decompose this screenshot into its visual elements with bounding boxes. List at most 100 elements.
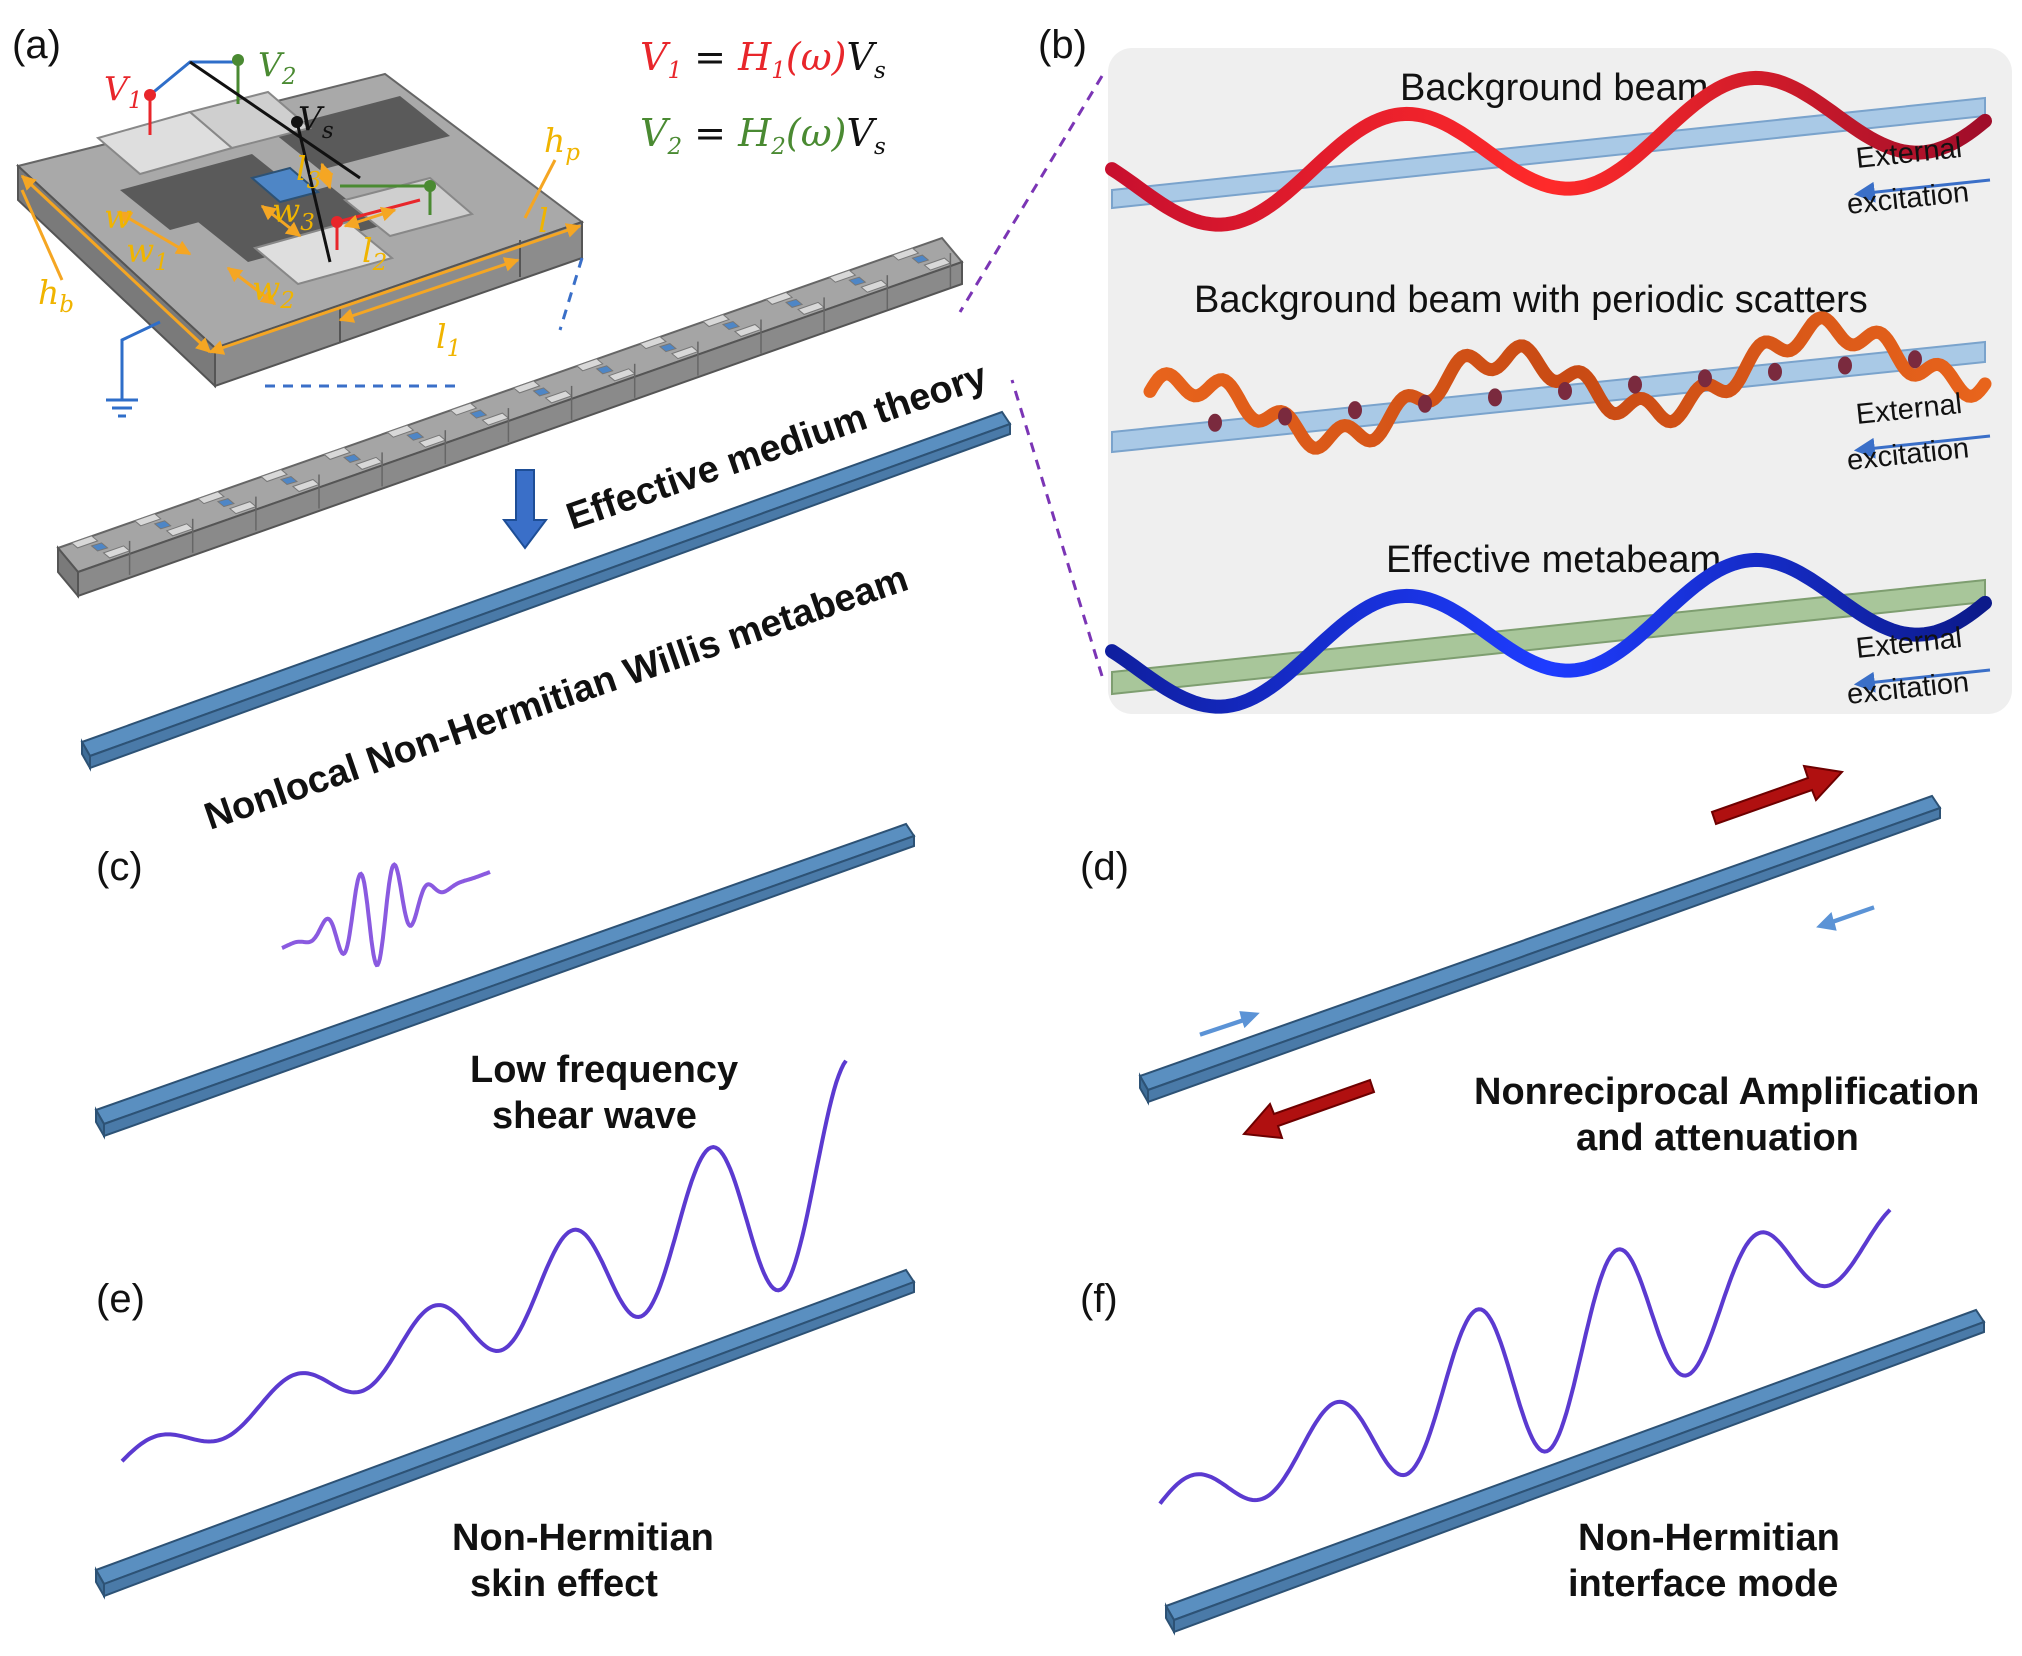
v1-node: [144, 89, 156, 101]
c-label-line2: shear wave: [492, 1095, 697, 1137]
external-arrow: [1853, 434, 1991, 459]
scatterer-dot: [1348, 401, 1362, 420]
scatterer-dot: [1628, 375, 1642, 394]
skin-effect-wave: [120, 1059, 848, 1463]
down-arrow-icon: [502, 469, 548, 550]
scatterer-dot: [1698, 369, 1712, 388]
strip-cell-part: [532, 387, 551, 397]
metabeam-strip: [56, 236, 964, 599]
strip-cell-part: [323, 446, 352, 460]
beam-d: [1138, 794, 1942, 1106]
scatterer-dot: [1208, 413, 1222, 432]
strip-cell-part: [70, 535, 99, 549]
wave-packet: [281, 862, 491, 968]
strip-cell-part: [891, 247, 920, 261]
strip-cell-part: [469, 409, 488, 419]
beam-c: [94, 822, 916, 1140]
strip-cell-part: [828, 269, 857, 283]
strip-cell-part: [260, 468, 288, 483]
svg-text:Background beam with periodic: Background beam with periodic scatters: [1194, 279, 1868, 321]
blue-arrow-small-left-icon: [1811, 902, 1878, 934]
strip-cell-part: [133, 513, 162, 527]
f-label-line2: interface mode: [1568, 1563, 1838, 1605]
strip-cell-part: [196, 491, 225, 505]
strip-cell-part: [785, 298, 804, 308]
strip-cell-part: [386, 424, 415, 438]
panel-label-c: (c): [96, 845, 143, 889]
v1-label: V1: [104, 69, 142, 114]
strip-cell-part: [449, 402, 478, 416]
scatterer-dot: [1908, 350, 1922, 369]
red-wave: [1105, 70, 1992, 232]
svg-text:l1: l1: [436, 317, 461, 362]
panel-label-e: (e): [96, 1277, 145, 1321]
panel-label-f: (f): [1080, 1277, 1118, 1321]
strip-cell-part: [153, 520, 172, 530]
beam-f: [1164, 1308, 1986, 1636]
b-item-effective-metabeam: Effective metabeam External excitation: [1105, 539, 1992, 714]
svg-text:w: w: [104, 197, 132, 236]
e-label-line1: Non-Hermitian: [452, 1517, 714, 1559]
c-label-line1: Low frequency: [470, 1049, 738, 1091]
svg-text:w3: w3: [272, 191, 315, 236]
v2-node-lower: [424, 180, 436, 192]
v1-node-lower: [331, 216, 343, 228]
dimension-labels: w w1 w2 w3 l l1 l2 l3 hb hp: [38, 121, 580, 362]
scatterer-dot: [1558, 382, 1572, 400]
scatterer-dot: [1838, 356, 1852, 375]
effective-beam-a: [80, 410, 1012, 772]
svg-text:l2: l2: [362, 231, 387, 276]
svg-text:hp: hp: [544, 121, 580, 166]
svg-text:Background beam: Background beam: [1400, 67, 1708, 109]
vs-label: Vs: [298, 99, 334, 144]
strip-cell-part: [279, 475, 299, 486]
d-label-line2: and attenuation: [1576, 1117, 1859, 1159]
external-arrow: [1853, 668, 1991, 693]
strip-cell-part: [638, 336, 667, 350]
beam-e: [94, 1268, 916, 1600]
external-arrow: [1853, 178, 1991, 203]
red-arrow-forward-icon: [1710, 764, 1845, 826]
red-arrow-backward-icon: [1241, 1078, 1376, 1140]
strip-cell-part: [658, 343, 677, 353]
strip-cell-part: [721, 320, 741, 331]
svg-text:hb: hb: [38, 273, 74, 318]
scatterer-dot: [1488, 388, 1502, 407]
svg-text:Effective metabeam: Effective metabeam: [1386, 539, 1721, 581]
strip-cell-part: [406, 431, 425, 441]
scatterer-dot: [1768, 362, 1782, 381]
strip-cell-part: [911, 254, 930, 264]
strip-cell-part: [765, 291, 794, 305]
strip-cell-part: [512, 380, 541, 394]
strip-cells: [70, 247, 952, 575]
vs-node: [291, 116, 303, 128]
strip-cell-part: [848, 276, 867, 286]
panel-label-b: (b): [1038, 23, 1087, 67]
zoom-dash-b: [958, 75, 1104, 677]
strip-cell-part: [595, 365, 614, 375]
strip-cell-part: [702, 313, 730, 328]
v2-node: [232, 54, 244, 66]
panel-label-a: (a): [12, 23, 61, 67]
panel-label-d: (d): [1080, 845, 1129, 889]
e-label-line2: skin effect: [470, 1563, 658, 1605]
f-label-line1: Non-Hermitian: [1578, 1517, 1840, 1559]
blue-wave: [1105, 552, 1992, 714]
svg-text:w1: w1: [126, 231, 169, 276]
scatterer-dot: [1418, 394, 1432, 413]
equation-v2: V2 = H2(ω)Vs: [640, 111, 886, 160]
svg-text:l: l: [538, 201, 549, 240]
svg-text:w2: w2: [252, 269, 295, 314]
equation-v1: V1 = H1(ω)Vs: [640, 35, 886, 84]
zoom-lines: [265, 257, 584, 388]
scatter-dots: [1208, 350, 1922, 432]
v2-label: V2: [258, 45, 296, 90]
d-label-line1: Nonreciprocal Amplification: [1474, 1071, 1979, 1113]
b-item-background-beam: Background beam External excitation: [1105, 67, 1992, 232]
strip-cell-part: [90, 542, 109, 552]
svg-text:l3: l3: [296, 149, 321, 194]
strip-cell-part: [575, 358, 604, 372]
scatterer-dot: [1278, 407, 1292, 426]
interface-mode-wave: [1158, 1208, 1892, 1505]
